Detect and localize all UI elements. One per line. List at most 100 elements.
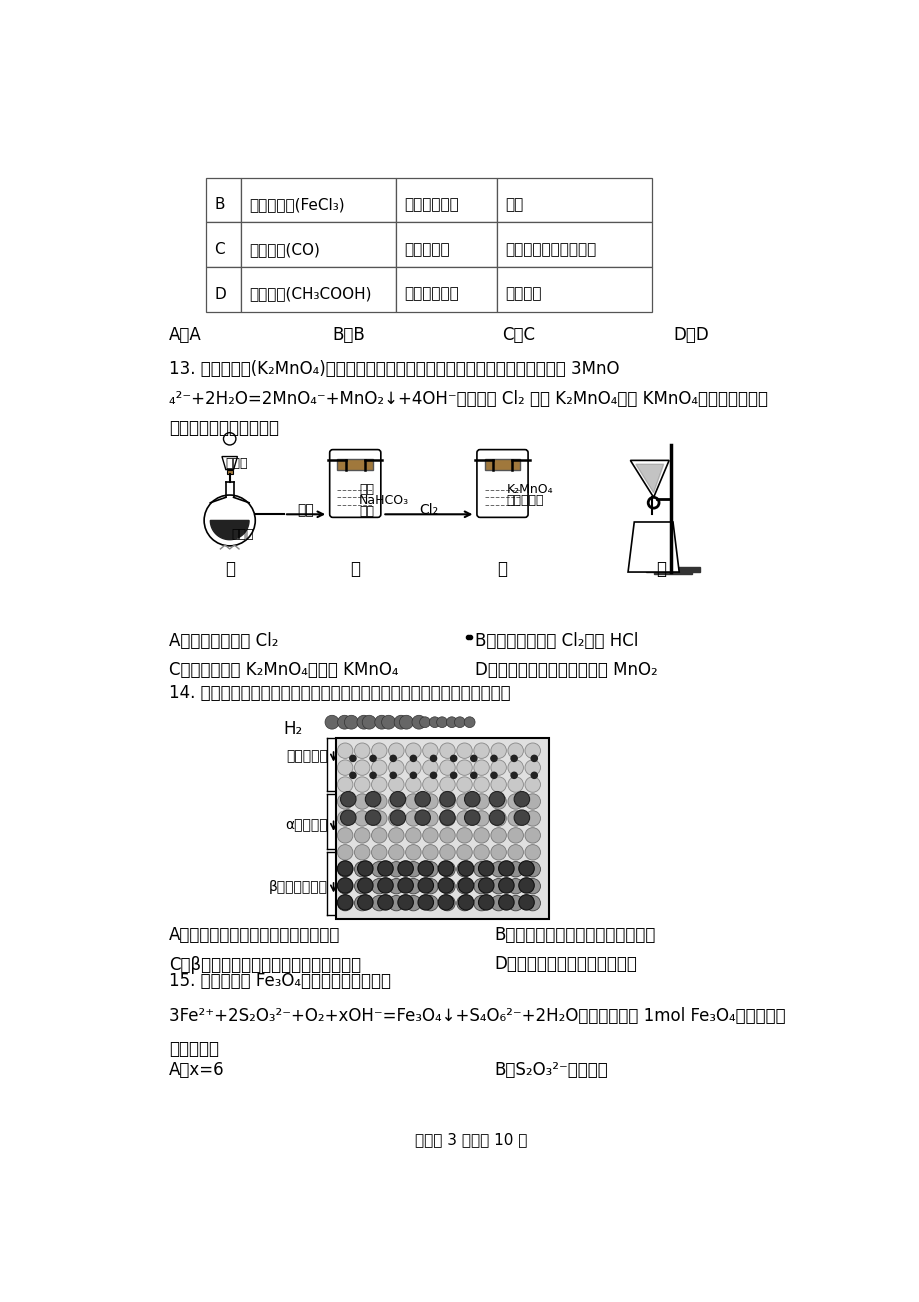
Circle shape bbox=[371, 777, 387, 792]
Circle shape bbox=[525, 743, 539, 758]
Text: 14. 图示为某储氢合金的吸氢过程，此过程放出大量热。下列说法正确的是: 14. 图示为某储氢合金的吸氢过程，此过程放出大量热。下列说法正确的是 bbox=[169, 685, 510, 703]
Circle shape bbox=[507, 845, 523, 861]
Text: 甲: 甲 bbox=[224, 560, 234, 578]
Circle shape bbox=[410, 755, 416, 762]
Circle shape bbox=[514, 810, 529, 825]
Circle shape bbox=[357, 894, 373, 910]
Circle shape bbox=[388, 879, 403, 894]
Circle shape bbox=[491, 879, 505, 894]
Circle shape bbox=[337, 894, 353, 910]
Circle shape bbox=[340, 810, 356, 825]
Circle shape bbox=[371, 794, 387, 810]
Circle shape bbox=[439, 810, 455, 825]
Circle shape bbox=[371, 879, 387, 894]
Circle shape bbox=[388, 828, 403, 844]
Circle shape bbox=[405, 777, 421, 792]
Circle shape bbox=[458, 894, 473, 910]
Circle shape bbox=[456, 862, 471, 878]
Circle shape bbox=[473, 760, 489, 775]
Circle shape bbox=[365, 810, 380, 825]
Circle shape bbox=[525, 760, 539, 775]
Text: C．用装置丙使 K₂MnO₄转化成 KMnO₄: C．用装置丙使 K₂MnO₄转化成 KMnO₄ bbox=[169, 661, 398, 680]
Circle shape bbox=[397, 894, 413, 910]
Circle shape bbox=[354, 794, 369, 810]
Circle shape bbox=[491, 794, 505, 810]
Text: D: D bbox=[214, 286, 226, 302]
Circle shape bbox=[510, 755, 516, 762]
Circle shape bbox=[337, 760, 353, 775]
Bar bbox=[496, 267, 652, 311]
Bar bbox=[206, 223, 241, 267]
Circle shape bbox=[405, 760, 421, 775]
Circle shape bbox=[456, 811, 471, 827]
Text: 二氧化碳(CO): 二氧化碳(CO) bbox=[249, 242, 320, 256]
Text: 法正确的是: 法正确的是 bbox=[169, 1040, 219, 1059]
Circle shape bbox=[405, 879, 421, 894]
Circle shape bbox=[530, 755, 537, 762]
Text: 3Fe²⁺+2S₂O₃²⁻+O₂+xOH⁻=Fe₃O₄↓+S₄O₆²⁻+2H₂O，若反应生成 1mol Fe₃O₄，则下列说: 3Fe²⁺+2S₂O₃²⁻+O₂+xOH⁻=Fe₃O₄↓+S₄O₆²⁻+2H₂O… bbox=[169, 1006, 785, 1025]
Circle shape bbox=[525, 811, 539, 827]
Text: NaHCO₃: NaHCO₃ bbox=[358, 495, 409, 508]
Circle shape bbox=[525, 777, 539, 792]
Circle shape bbox=[491, 760, 505, 775]
Circle shape bbox=[491, 845, 505, 861]
Circle shape bbox=[439, 792, 455, 807]
Circle shape bbox=[388, 811, 403, 827]
Circle shape bbox=[337, 878, 353, 893]
Circle shape bbox=[473, 879, 489, 894]
Text: 置不能达到实验目的的是: 置不能达到实验目的的是 bbox=[169, 419, 279, 436]
Circle shape bbox=[464, 717, 474, 728]
Circle shape bbox=[354, 845, 369, 861]
Text: 通过灼热的氧化铜粉末: 通过灼热的氧化铜粉末 bbox=[505, 242, 596, 256]
Circle shape bbox=[354, 828, 369, 844]
Circle shape bbox=[405, 828, 421, 844]
Circle shape bbox=[362, 715, 376, 729]
Circle shape bbox=[390, 810, 405, 825]
Circle shape bbox=[489, 810, 505, 825]
Text: C．C: C．C bbox=[502, 326, 535, 344]
Circle shape bbox=[390, 755, 396, 762]
Circle shape bbox=[414, 810, 430, 825]
Circle shape bbox=[422, 828, 437, 844]
Circle shape bbox=[454, 717, 465, 728]
Text: α相固溶体: α相固溶体 bbox=[285, 819, 328, 832]
Circle shape bbox=[514, 792, 529, 807]
Text: B．用装置乙除去 Cl₂中的 HCl: B．用装置乙除去 Cl₂中的 HCl bbox=[475, 631, 638, 650]
Bar bbox=[396, 223, 496, 267]
Text: B．储氢合金在吸氢时体系能量升高: B．储氢合金在吸氢时体系能量升高 bbox=[494, 926, 655, 944]
Text: Cl₂: Cl₂ bbox=[419, 503, 438, 517]
Circle shape bbox=[471, 772, 476, 779]
Circle shape bbox=[388, 743, 403, 758]
Circle shape bbox=[439, 760, 455, 775]
Text: 氢氧化钠溶液: 氢氧化钠溶液 bbox=[403, 197, 459, 212]
Circle shape bbox=[337, 743, 353, 758]
Circle shape bbox=[390, 792, 405, 807]
Circle shape bbox=[397, 878, 413, 893]
Circle shape bbox=[388, 862, 403, 878]
Circle shape bbox=[473, 896, 489, 911]
Circle shape bbox=[491, 828, 505, 844]
Circle shape bbox=[388, 896, 403, 911]
Bar bbox=[484, 458, 520, 470]
Text: D．利用储氢合金可制备高纯氢: D．利用储氢合金可制备高纯氢 bbox=[494, 956, 637, 974]
Text: 丙: 丙 bbox=[497, 560, 507, 578]
Circle shape bbox=[507, 896, 523, 911]
Text: 15. 水热法制备 Fe₃O₄纳米颗粒的反应为：: 15. 水热法制备 Fe₃O₄纳米颗粒的反应为： bbox=[169, 973, 391, 991]
Circle shape bbox=[405, 811, 421, 827]
Text: B．S₂O₃²⁻作氧化剂: B．S₂O₃²⁻作氧化剂 bbox=[494, 1061, 607, 1079]
FancyBboxPatch shape bbox=[329, 449, 380, 517]
Circle shape bbox=[337, 896, 353, 911]
Circle shape bbox=[371, 845, 387, 861]
Circle shape bbox=[422, 777, 437, 792]
Circle shape bbox=[473, 811, 489, 827]
Circle shape bbox=[518, 861, 534, 876]
Text: D．D: D．D bbox=[673, 326, 708, 344]
Text: H₂: H₂ bbox=[283, 720, 302, 738]
Bar bbox=[496, 178, 652, 223]
Polygon shape bbox=[221, 457, 237, 470]
Circle shape bbox=[518, 894, 534, 910]
Circle shape bbox=[430, 755, 437, 762]
Circle shape bbox=[498, 861, 514, 876]
Circle shape bbox=[354, 811, 369, 827]
Circle shape bbox=[422, 862, 437, 878]
